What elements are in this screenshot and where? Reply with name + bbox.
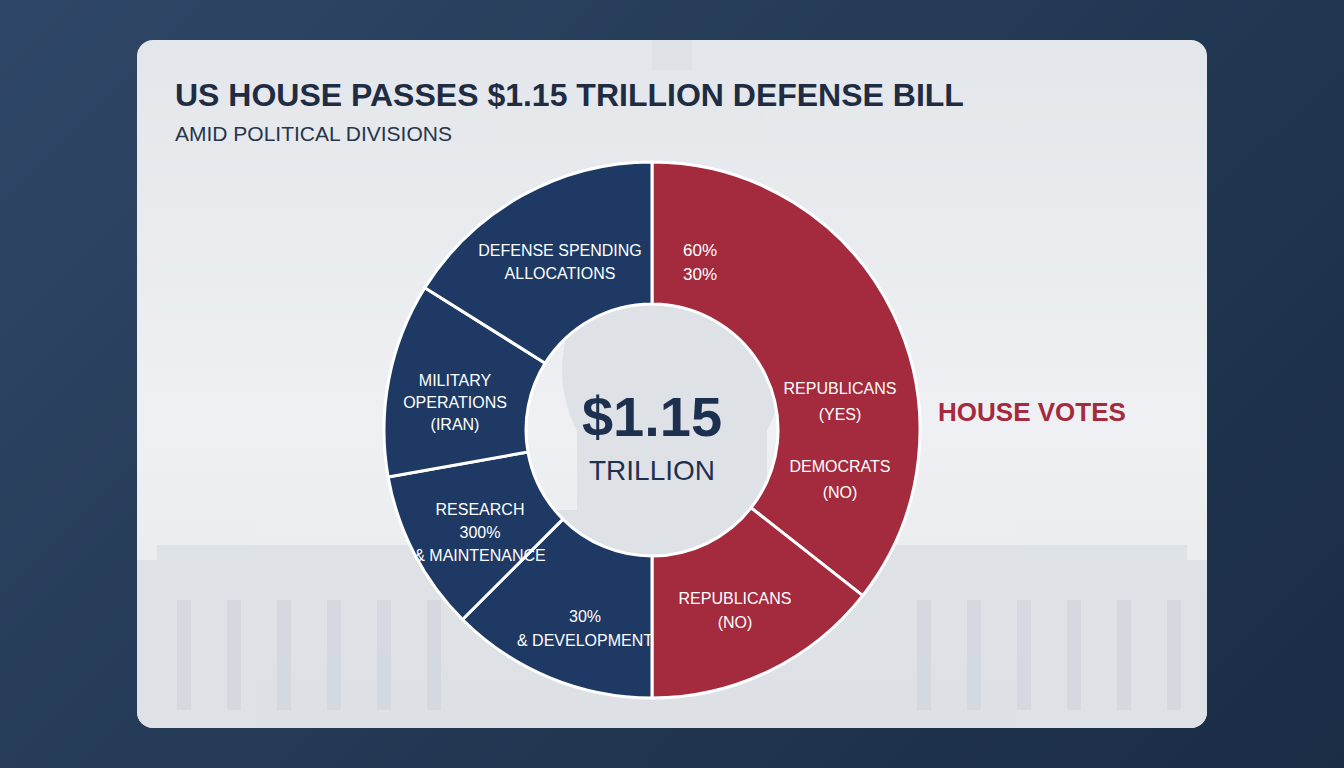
svg-text:TRILLION: TRILLION	[589, 455, 715, 486]
svg-text:(IRAN): (IRAN)	[431, 416, 480, 433]
svg-text:(NO): (NO)	[718, 614, 753, 631]
svg-text:US HOUSE PASSES $1.15 TRILLION: US HOUSE PASSES $1.15 TRILLION DEFENSE B…	[175, 77, 964, 113]
svg-text:& DEVELOPMENT: & DEVELOPMENT	[517, 632, 653, 649]
svg-text:DEMOCRATS: DEMOCRATS	[789, 458, 890, 475]
svg-text:30%: 30%	[569, 608, 601, 625]
svg-text:AMID POLITICAL DIVISIONS: AMID POLITICAL DIVISIONS	[175, 122, 452, 145]
svg-text:30%: 30%	[683, 265, 717, 284]
svg-text:60%: 60%	[683, 241, 717, 260]
svg-text:$1.15: $1.15	[582, 385, 722, 448]
svg-text:(YES): (YES)	[819, 406, 862, 423]
svg-text:DEFENSE SPENDING: DEFENSE SPENDING	[478, 242, 642, 259]
svg-text:OPERATIONS: OPERATIONS	[403, 394, 507, 411]
svg-text:& MAINTENANCE: & MAINTENANCE	[414, 547, 546, 564]
svg-text:ALLOCATIONS: ALLOCATIONS	[505, 265, 616, 282]
svg-text:REPUBLICANS: REPUBLICANS	[784, 380, 897, 397]
svg-text:RESEARCH: RESEARCH	[436, 501, 525, 518]
svg-text:REPUBLICANS: REPUBLICANS	[679, 590, 792, 607]
svg-text:300%: 300%	[460, 524, 501, 541]
svg-text:HOUSE VOTES: HOUSE VOTES	[938, 397, 1126, 427]
svg-text:MILITARY: MILITARY	[419, 372, 492, 389]
svg-text:(NO): (NO)	[823, 484, 858, 501]
